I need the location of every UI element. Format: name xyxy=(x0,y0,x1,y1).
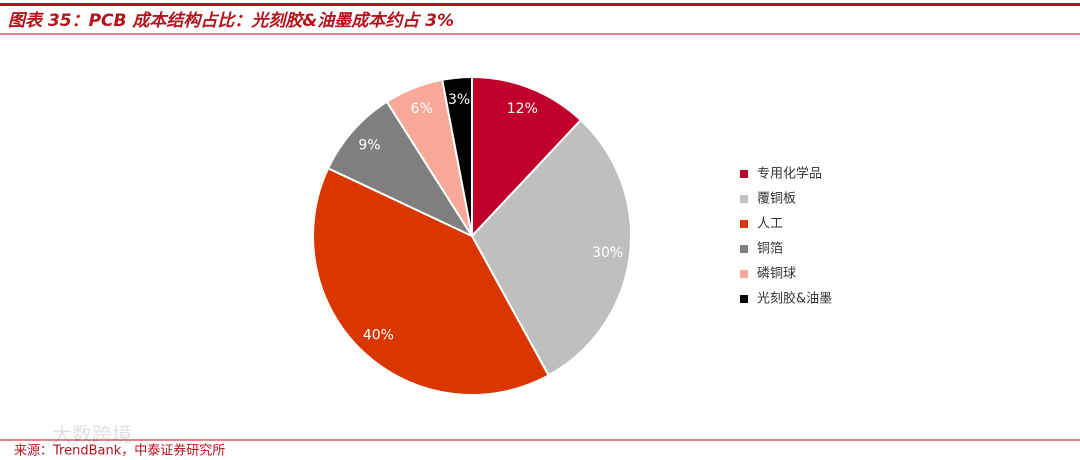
legend-swatch xyxy=(740,195,748,203)
value-label: 6% xyxy=(411,101,433,117)
chart-title: 图表 35：PCB 成本结构占比：光刻胶&油墨成本约占 3% xyxy=(8,11,454,31)
value-label: 40% xyxy=(363,328,394,344)
pie-slice xyxy=(312,166,550,396)
legend-label: 磷铜球 xyxy=(757,267,796,282)
watermark: 大数跨境 xyxy=(52,423,132,447)
legend-label: 覆铜板 xyxy=(757,192,796,207)
legend-swatch xyxy=(740,270,748,278)
pie-slice xyxy=(326,100,475,239)
legend-label: 铜箔 xyxy=(757,241,783,257)
legend-swatch xyxy=(740,220,748,228)
pie-slice xyxy=(471,75,583,239)
value-label: 30% xyxy=(592,245,623,261)
legend-swatch xyxy=(740,245,748,253)
top-rule xyxy=(0,3,1080,6)
value-label: 12% xyxy=(507,101,538,117)
legend-label: 专用化学品 xyxy=(757,166,822,182)
legend-label: 光刻胶&油墨 xyxy=(757,291,832,307)
legend-swatch xyxy=(740,295,748,303)
value-label: 3% xyxy=(448,92,470,108)
legend-label: 人工 xyxy=(757,217,783,232)
pie: 12% 30% 40% 9% 6% 3% xyxy=(312,75,632,396)
value-label: 9% xyxy=(358,138,380,154)
pie-slice xyxy=(470,118,632,377)
pie-slice xyxy=(441,75,473,237)
legend-swatch xyxy=(740,170,748,178)
source: 来源：TrendBank，中泰证券研究所 xyxy=(14,443,225,459)
